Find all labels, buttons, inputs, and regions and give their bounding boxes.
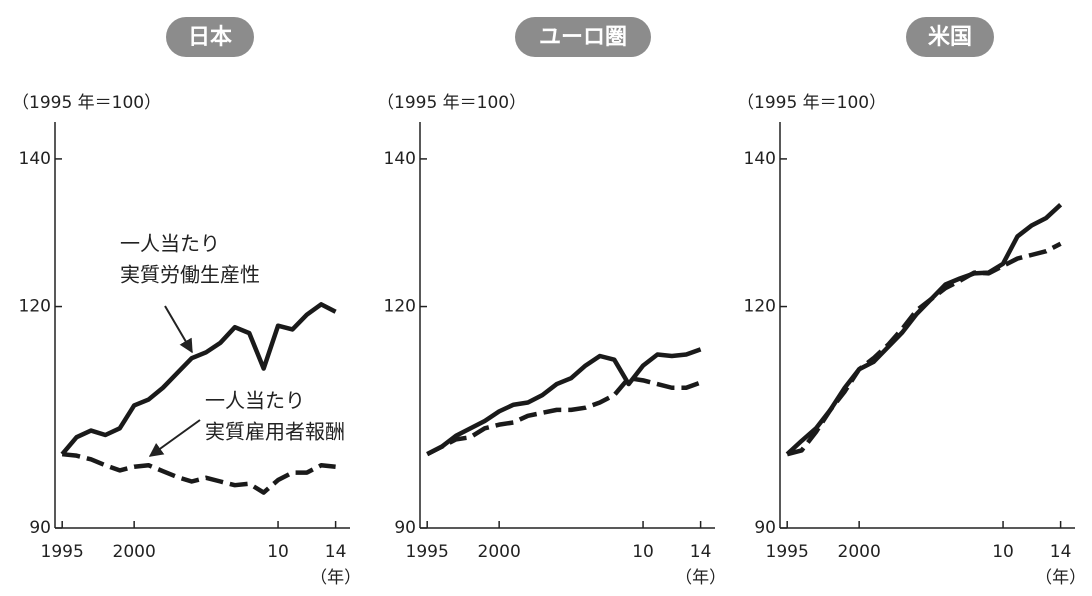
x-tick-label: 14	[325, 542, 347, 562]
x-tick-label: 1995	[406, 542, 449, 562]
x-tick-label: 14	[690, 542, 712, 562]
y-tick-label: 140	[384, 149, 416, 169]
panel: ユーロ圏 （1995 年＝100） 90 120 140 1995 2000 10 14 （年）	[377, 17, 726, 588]
x-axis-label: （年）	[1035, 568, 1086, 588]
chart-title: 日本	[188, 25, 232, 50]
series-line	[426, 347, 702, 457]
x-axis-label: （年）	[310, 568, 361, 588]
annotation: 一人当たり	[205, 389, 305, 413]
y-tick-label: 140	[744, 149, 776, 169]
x-tick-label: 10	[992, 542, 1014, 562]
y-tick-label: 90	[29, 518, 51, 538]
chart-title: ユーロ圏	[539, 25, 627, 50]
series-line	[426, 375, 702, 457]
annotation: 一人当たり	[120, 232, 220, 256]
y-axis-label: （1995 年＝100）	[737, 93, 886, 113]
y-axis-label: （1995 年＝100）	[377, 93, 526, 113]
chart-title: 米国	[928, 25, 972, 50]
arrow	[148, 419, 201, 457]
y-tick-label: 140	[19, 149, 51, 169]
series-line	[60, 302, 337, 456]
series-line	[61, 451, 336, 495]
x-axis-label: （年）	[675, 568, 726, 588]
panel: 米国 （1995 年＝100） 90 120 140 1995 2000 10 14 （年）	[737, 17, 1086, 588]
y-axis-label: （1995 年＝100）	[12, 93, 161, 113]
series-line	[786, 241, 1062, 457]
x-tick-label: 10	[632, 542, 654, 562]
title-badge	[166, 17, 254, 57]
x-tick-label: 2000	[113, 542, 156, 562]
y-tick-label: 120	[384, 297, 416, 317]
arrow	[164, 305, 193, 354]
annotation: 実質雇用者報酬	[205, 420, 345, 444]
y-tick-label: 120	[19, 297, 51, 317]
annotation: 実質労働生産性	[120, 263, 260, 287]
x-tick-label: 2000	[838, 542, 881, 562]
y-tick-label: 90	[394, 518, 416, 538]
x-tick-label: 2000	[478, 542, 521, 562]
panel: 日本 （1995 年＝100） 90 120 140 1995 2000 10 14 （年） 一人当…	[12, 17, 361, 588]
y-tick-label: 120	[744, 297, 776, 317]
x-tick-label: 14	[1050, 542, 1072, 562]
x-tick-label: 1995	[766, 542, 809, 562]
title-badge	[515, 17, 651, 57]
x-tick-label: 1995	[41, 542, 84, 562]
y-tick-label: 90	[754, 518, 776, 538]
x-tick-label: 10	[267, 542, 289, 562]
title-badge	[906, 17, 994, 57]
